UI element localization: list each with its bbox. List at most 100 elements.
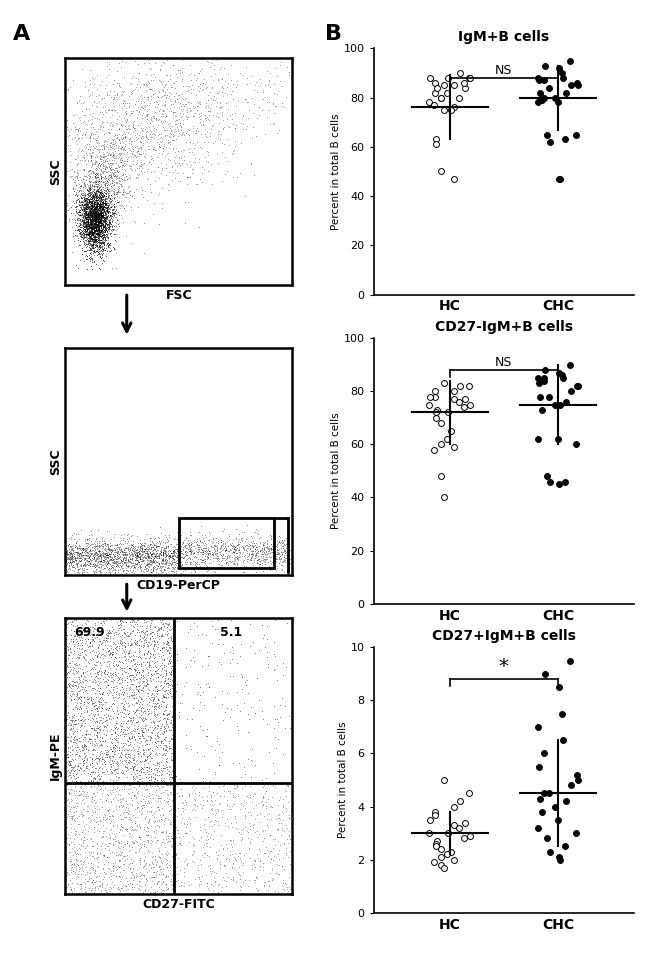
Point [92, 217, 102, 233]
Point [86, 202, 96, 217]
Point [103, 219, 113, 235]
Point [256, 776, 266, 791]
Point [67, 547, 77, 562]
Point [164, 764, 174, 780]
Point [134, 557, 144, 573]
Point [91, 668, 101, 684]
Point [154, 533, 164, 549]
Point [276, 546, 287, 561]
Point [118, 724, 128, 740]
Point [68, 567, 79, 582]
Point [190, 557, 201, 573]
Point [218, 713, 228, 728]
Point [88, 211, 99, 226]
Point [215, 788, 226, 804]
Point [73, 562, 83, 578]
Point [69, 624, 79, 639]
Point [247, 861, 257, 876]
Point [140, 720, 150, 735]
Point [129, 685, 139, 700]
Point [157, 544, 168, 559]
Point [134, 730, 144, 746]
Point [216, 554, 226, 569]
Point [150, 678, 161, 694]
Point [167, 731, 177, 747]
Point [161, 540, 171, 555]
Point [269, 721, 280, 736]
Point [65, 872, 75, 888]
Point [237, 547, 248, 562]
Point [84, 200, 94, 215]
Point [80, 233, 90, 248]
Point [77, 190, 87, 206]
Point [99, 238, 110, 253]
Point [95, 213, 105, 229]
Point [142, 762, 152, 778]
Point [124, 729, 134, 745]
Point [96, 184, 107, 199]
Point [84, 184, 94, 199]
Point [143, 686, 153, 701]
Point [108, 695, 118, 710]
Point [70, 844, 80, 860]
Point [98, 182, 109, 197]
Point [170, 812, 180, 828]
Point [96, 199, 106, 214]
Point [171, 683, 181, 698]
Point [90, 232, 100, 247]
Point [84, 136, 94, 152]
Point [96, 664, 106, 679]
Point [91, 226, 101, 242]
Point [162, 766, 172, 781]
Point [132, 131, 142, 147]
Point [123, 747, 133, 762]
Point [180, 91, 190, 106]
Point [102, 59, 112, 74]
Point [107, 213, 117, 229]
Point [134, 644, 144, 660]
Point [83, 742, 94, 757]
Point [93, 222, 103, 238]
Point [94, 217, 105, 233]
Point [162, 790, 172, 806]
Point [84, 881, 94, 896]
Point [76, 558, 86, 574]
Point [75, 225, 85, 241]
Point [93, 543, 103, 558]
Point [92, 205, 103, 220]
Point [250, 521, 261, 536]
Point [203, 546, 213, 561]
Point [187, 785, 197, 801]
Point [81, 791, 91, 807]
Point [129, 147, 139, 162]
Point [272, 715, 283, 730]
Point [83, 187, 94, 203]
Point [87, 190, 98, 206]
Point [72, 127, 83, 142]
Point [200, 540, 210, 555]
Point [124, 709, 135, 724]
Point [131, 844, 142, 860]
Point [120, 153, 130, 168]
Point [109, 549, 119, 564]
Point [153, 533, 164, 549]
Point [261, 800, 271, 815]
Point [166, 550, 177, 565]
Point [94, 180, 104, 195]
Point [95, 873, 105, 889]
Point [163, 559, 174, 575]
Point [78, 548, 88, 563]
Point [94, 245, 104, 261]
Point [79, 646, 90, 662]
Point [177, 788, 187, 804]
Point [144, 142, 154, 157]
Point [244, 540, 255, 555]
Point [131, 671, 141, 687]
Point [103, 125, 114, 140]
Point [229, 781, 239, 796]
Point [105, 546, 115, 561]
Point [142, 872, 153, 888]
Point [159, 678, 169, 694]
Point [182, 548, 192, 563]
Point [95, 195, 105, 211]
